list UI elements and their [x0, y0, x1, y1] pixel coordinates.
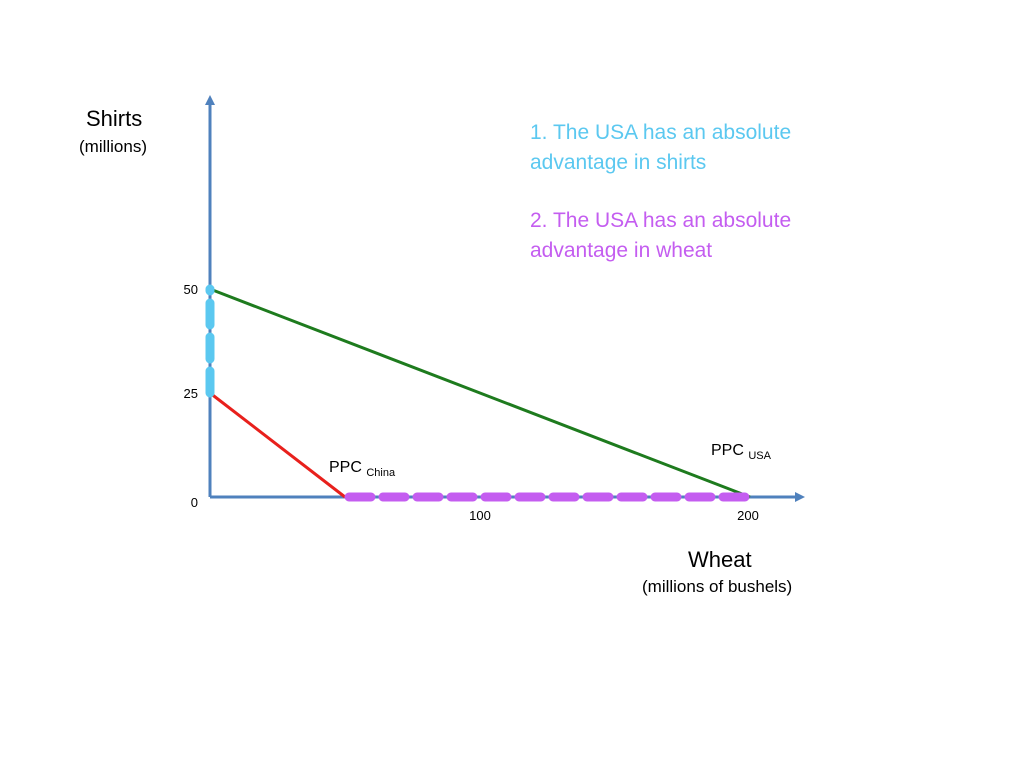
annotation-wheat-line2: advantage in wheat [530, 239, 713, 262]
annotation-wheat-line1: 2. The USA has an absolute [530, 209, 792, 232]
y-axis-unit: (millions) [79, 137, 147, 156]
series-label-usa: PPC USA [711, 442, 772, 462]
series-label-main: PPC [711, 442, 748, 459]
series-label-subscript: China [366, 467, 396, 479]
x-tick-label-200: 200 [737, 508, 759, 523]
y-tick-label-25: 25 [184, 386, 198, 401]
x-axis-unit: (millions of bushels) [642, 577, 793, 596]
tick-labels: 0 25 50 100 200 [184, 282, 759, 523]
x-tick-label-100: 100 [469, 508, 491, 523]
series-line-usa [209, 287, 751, 499]
annotation-shirts-line2: advantage in shirts [530, 151, 707, 174]
x-axis-title: Wheat [688, 547, 752, 572]
annotation-shirts-line1: 1. The USA has an absolute [530, 121, 792, 144]
y-tick-label-0: 0 [191, 495, 198, 510]
annotation-shirts: 1. The USA has an absolute advantage in … [530, 118, 791, 178]
series-label-subscript: USA [748, 450, 771, 462]
highlights [205, 284, 755, 502]
series-label-main: PPC [329, 459, 366, 476]
y-axis-title: Shirts [86, 106, 143, 131]
annotation-wheat: 2. The USA has an absolute advantage in … [530, 206, 791, 266]
series-line-china [209, 391, 346, 499]
series [209, 287, 751, 499]
y-tick-label-50: 50 [184, 282, 198, 297]
series-label-china: PPC China [329, 459, 396, 479]
